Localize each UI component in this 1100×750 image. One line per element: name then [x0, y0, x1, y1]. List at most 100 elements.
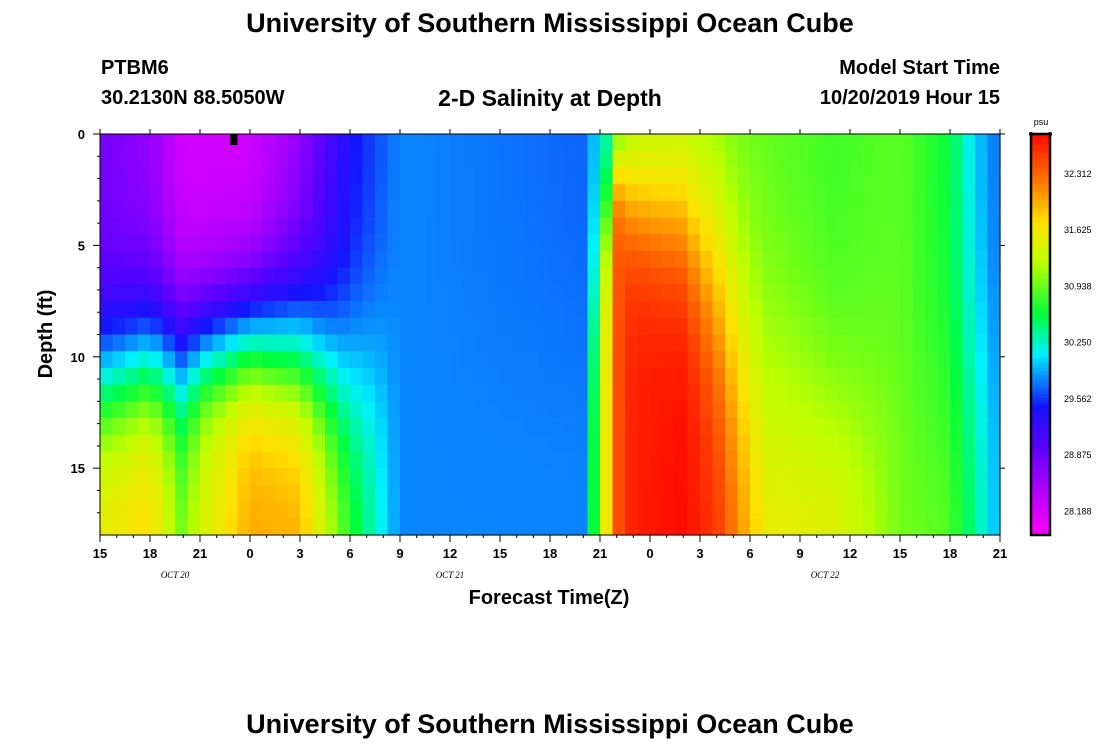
heatmap-cell [912, 301, 926, 319]
heatmap-cell [375, 134, 389, 152]
heatmap-cell [762, 200, 776, 219]
heatmap-cell [975, 317, 989, 336]
heatmap-cell [487, 217, 501, 235]
heatmap-cell [950, 501, 964, 519]
heatmap-cell [812, 401, 826, 419]
heatmap-cell [562, 451, 576, 469]
heatmap-cell [650, 200, 664, 219]
heatmap-cell [362, 384, 376, 402]
heatmap-cell [575, 367, 589, 386]
heatmap-cell [937, 401, 951, 419]
heatmap-cell [462, 351, 476, 369]
heatmap-cell [312, 317, 326, 336]
heatmap-cell [437, 317, 451, 336]
heatmap-cell [125, 134, 139, 152]
heatmap-cell [425, 451, 439, 469]
heatmap-cell [450, 484, 464, 503]
heatmap-cell [362, 317, 376, 336]
heatmap-cell [412, 401, 426, 419]
heatmap-cell [375, 351, 389, 369]
heatmap-cell [275, 334, 289, 352]
heatmap-cell [275, 468, 289, 486]
heatmap-cell [237, 451, 251, 469]
heatmap-cell [887, 234, 901, 252]
colorbar-segment [1031, 304, 1050, 309]
heatmap-cell [350, 351, 364, 369]
colorbar-segment [1031, 448, 1050, 453]
heatmap-cell [850, 451, 864, 469]
heatmap-cell [100, 418, 114, 436]
heatmap-cell [950, 468, 964, 486]
heatmap-cell [325, 468, 339, 486]
heatmap-cell [600, 184, 614, 202]
heatmap-cell [625, 317, 639, 336]
heatmap-cell [950, 484, 964, 503]
colorbar-segment [1031, 297, 1050, 302]
heatmap-cell [512, 301, 526, 319]
heatmap-cell [150, 468, 164, 486]
heatmap-cell [750, 317, 764, 336]
heatmap-cell [962, 384, 976, 402]
heatmap-cell [962, 184, 976, 202]
heatmap-cell [562, 418, 576, 436]
heatmap-cell [762, 367, 776, 386]
heatmap-cell [487, 284, 501, 302]
heatmap-cell [925, 217, 939, 235]
heatmap-cell [625, 501, 639, 519]
heatmap-cell [387, 501, 401, 519]
colorbar-segment [1031, 344, 1050, 349]
colorbar-segment [1031, 481, 1050, 486]
heatmap-cell [862, 250, 876, 269]
heatmap-cell [887, 184, 901, 202]
colorbar: 32.31231.62530.93830.25029.56228.87528.1… [1029, 132, 1092, 537]
heatmap-cell [512, 468, 526, 486]
heatmap-cell [262, 301, 276, 319]
heatmap-cell [525, 150, 539, 169]
heatmap-cell [850, 384, 864, 402]
heatmap-cell [875, 234, 889, 252]
heatmap-cell [650, 367, 664, 386]
heatmap-cell [450, 351, 464, 369]
heatmap-cell [487, 367, 501, 386]
heatmap-cell [437, 184, 451, 202]
heatmap-cell [987, 250, 1001, 269]
heatmap-cell [362, 367, 376, 386]
heatmap-cell [812, 284, 826, 302]
heatmap-cell [437, 367, 451, 386]
heatmap-cell [812, 518, 826, 536]
heatmap-cell [300, 384, 314, 402]
heatmap-cell [200, 134, 214, 152]
heatmap-cell [750, 484, 764, 503]
heatmap-cell [550, 518, 564, 536]
heatmap-cell [475, 518, 489, 536]
heatmap-cell [850, 518, 864, 536]
heatmap-cell [150, 134, 164, 152]
heatmap-cell [337, 518, 351, 536]
heatmap-cell [462, 434, 476, 453]
heatmap-cell [400, 284, 414, 302]
heatmap-cell [262, 184, 276, 202]
heatmap-cell [462, 301, 476, 319]
heatmap-cell [912, 418, 926, 436]
heatmap-cell [225, 518, 239, 536]
heatmap-cell [237, 200, 251, 219]
colorbar-segment [1031, 511, 1050, 516]
heatmap-cell [287, 434, 301, 453]
heatmap-cell [900, 501, 914, 519]
heatmap-cell [850, 184, 864, 202]
heatmap-cell [450, 418, 464, 436]
heatmap-cell [512, 134, 526, 152]
heatmap-cell [925, 150, 939, 169]
heatmap-cell [112, 367, 126, 386]
heatmap-cell [937, 351, 951, 369]
heatmap-cell [100, 501, 114, 519]
heatmap-cell [212, 217, 226, 235]
heatmap-cell [712, 167, 726, 185]
heatmap-cell [375, 468, 389, 486]
heatmap-cell [125, 334, 139, 352]
heatmap-cell [987, 301, 1001, 319]
heatmap-cell [187, 501, 201, 519]
heatmap-cell [250, 301, 264, 319]
heatmap-cell [100, 434, 114, 453]
heatmap-cell [800, 451, 814, 469]
